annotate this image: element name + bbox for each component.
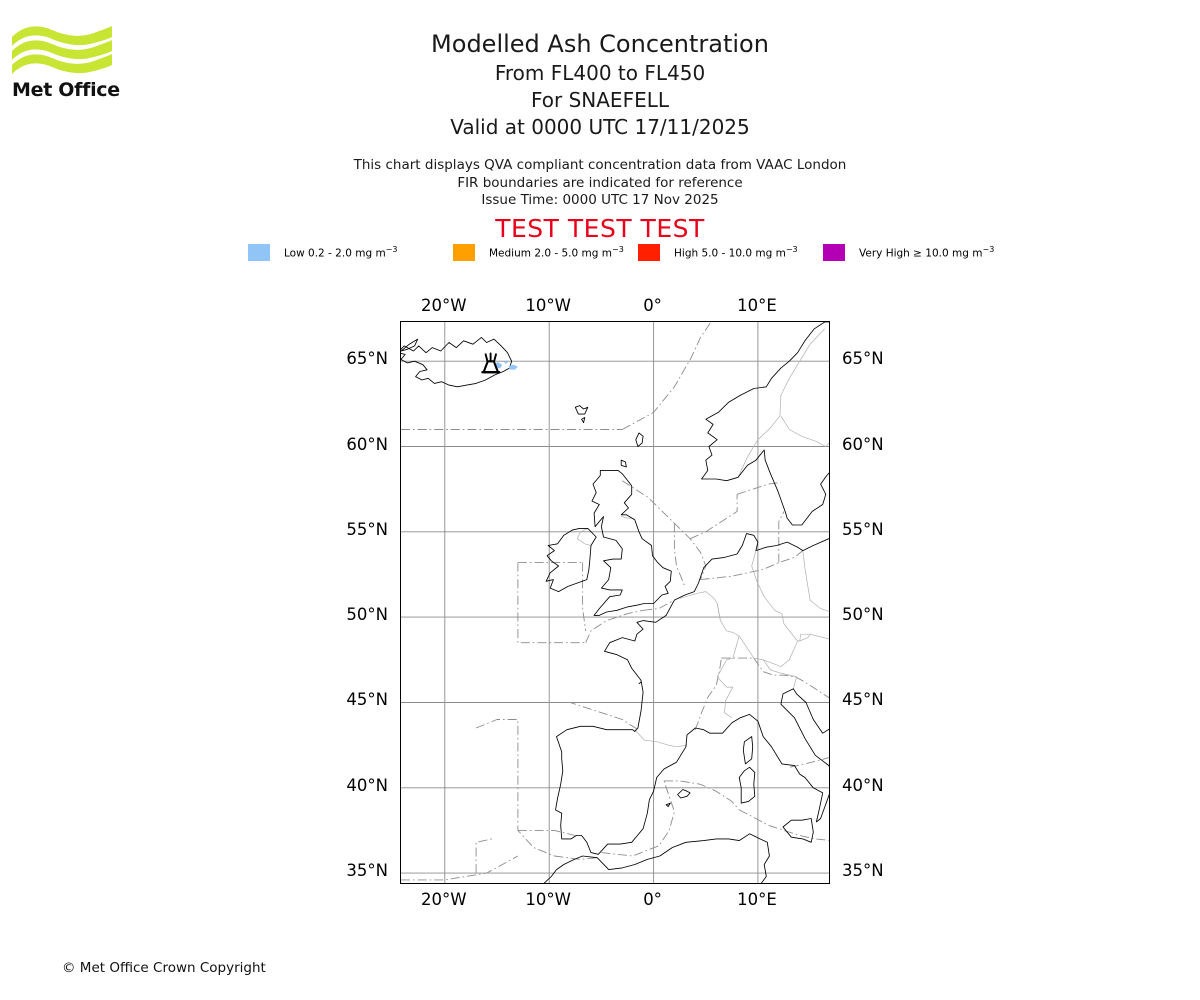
legend-item-high: High 5.0 - 10.0 mg m−3 bbox=[638, 243, 823, 261]
lat-tick-right-2: 55°N bbox=[842, 519, 884, 539]
lat-tick-left-6: 35°N bbox=[346, 861, 388, 881]
lon-tick-bottom-1: 10°W bbox=[525, 890, 571, 909]
logo-waves-icon bbox=[12, 26, 112, 74]
lat-tick-left-5: 40°N bbox=[346, 775, 388, 795]
lat-tick-left-0: 65°N bbox=[346, 349, 388, 369]
lat-tick-right-6: 35°N bbox=[842, 861, 884, 881]
fir-note: FIR boundaries are indicated for referen… bbox=[457, 174, 743, 191]
lon-tick-top-1: 10°W bbox=[525, 296, 571, 315]
map-plot[interactable] bbox=[400, 321, 830, 884]
legend-label-high: High 5.0 - 10.0 mg m−3 bbox=[674, 244, 798, 260]
lat-tick-left-2: 55°N bbox=[346, 519, 388, 539]
legend-label-medium: Medium 2.0 - 5.0 mg m−3 bbox=[489, 244, 624, 260]
lat-tick-right-0: 65°N bbox=[842, 349, 884, 369]
met-office-logo: Met Office bbox=[12, 24, 122, 114]
legend-swatch-low bbox=[248, 243, 270, 261]
legend-item-medium: Medium 2.0 - 5.0 mg m−3 bbox=[453, 243, 638, 261]
lat-tick-right-3: 50°N bbox=[842, 605, 884, 625]
map-gridlines bbox=[401, 322, 829, 883]
volcano-subtitle: For SNAEFELL bbox=[530, 88, 669, 112]
legend-label-low: Low 0.2 - 2.0 mg m−3 bbox=[284, 244, 398, 260]
lat-tick-left-1: 60°N bbox=[346, 434, 388, 454]
flight-level-subtitle: From FL400 to FL450 bbox=[494, 61, 706, 85]
lat-tick-right-1: 60°N bbox=[842, 434, 884, 454]
legend-swatch-very-high bbox=[823, 243, 845, 261]
coastlines bbox=[401, 322, 829, 883]
legend-item-very-high: Very High ≥ 10.0 mg m−3 bbox=[823, 243, 994, 261]
qva-note: This chart displays QVA compliant concen… bbox=[353, 157, 847, 173]
test-banner: TEST TEST TEST bbox=[495, 214, 705, 243]
lon-tick-top-2: 0° bbox=[643, 296, 662, 315]
logo-wordmark: Met Office bbox=[12, 79, 120, 101]
legend-label-very-high: Very High ≥ 10.0 mg m−3 bbox=[859, 244, 995, 260]
notes-block: This chart displays QVA compliant concen… bbox=[0, 157, 1200, 210]
copyright-text: © Met Office Crown Copyright bbox=[62, 960, 266, 976]
legend-item-low: Low 0.2 - 2.0 mg m−3 bbox=[248, 243, 453, 261]
lat-tick-right-4: 45°N bbox=[842, 690, 884, 710]
issue-time-note: Issue Time: 0000 UTC 17 Nov 2025 bbox=[481, 192, 719, 208]
map-frame bbox=[400, 321, 830, 884]
lon-tick-bottom-3: 10°E bbox=[737, 890, 777, 909]
map-canvas bbox=[401, 322, 829, 883]
lat-tick-left-4: 45°N bbox=[346, 690, 388, 710]
lon-tick-top-0: 20°W bbox=[421, 296, 467, 315]
page-title: Modelled Ash Concentration bbox=[431, 30, 769, 58]
legend-swatch-medium bbox=[453, 243, 475, 261]
legend-swatch-high bbox=[638, 243, 660, 261]
fir-boundaries bbox=[401, 322, 829, 881]
lon-tick-bottom-0: 20°W bbox=[421, 890, 467, 909]
lat-tick-right-5: 40°N bbox=[842, 775, 884, 795]
lon-tick-bottom-2: 0° bbox=[643, 890, 662, 909]
lat-tick-left-3: 50°N bbox=[346, 605, 388, 625]
lon-tick-top-3: 10°E bbox=[737, 296, 777, 315]
valid-time-subtitle: Valid at 0000 UTC 17/11/2025 bbox=[450, 115, 750, 139]
concentration-legend: Low 0.2 - 2.0 mg m−3 Medium 2.0 - 5.0 mg… bbox=[248, 242, 994, 262]
volcano-marker-icon bbox=[481, 352, 501, 374]
country-borders bbox=[577, 328, 829, 748]
title-block: Modelled Ash Concentration From FL400 to… bbox=[0, 28, 1200, 141]
